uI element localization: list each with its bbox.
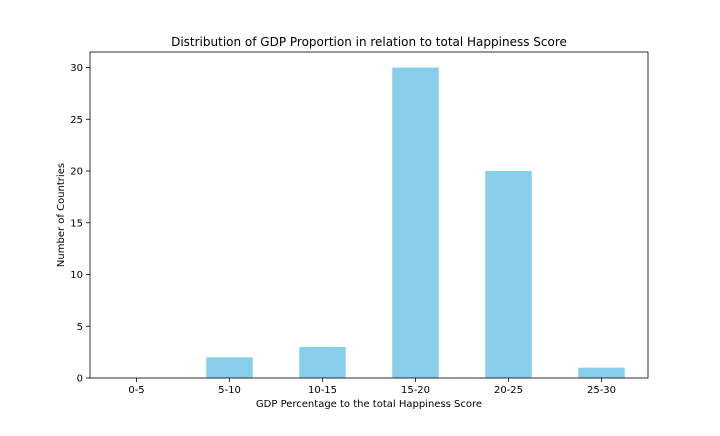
x-tick-label: 25-30 <box>587 385 616 396</box>
y-axis-label: Number of Countries <box>56 163 67 267</box>
y-tick-label: 15 <box>70 218 83 229</box>
bar-15-20 <box>392 67 439 379</box>
x-tick-label: 5-10 <box>218 385 241 396</box>
y-tick-label: 10 <box>70 270 83 281</box>
y-tick-label: 0 <box>77 374 83 385</box>
y-tick-label: 20 <box>70 167 83 178</box>
x-axis-ticks: 0-5 5-10 10-15 15-20 20-25 25-30 <box>128 378 616 396</box>
bar-20-25 <box>485 171 532 378</box>
x-tick-label: 15-20 <box>401 385 430 396</box>
y-tick-label: 30 <box>70 63 83 74</box>
y-tick-label: 5 <box>77 322 83 333</box>
x-tick-label: 10-15 <box>308 385 337 396</box>
chart-title: Distribution of GDP Proportion in relati… <box>171 35 567 49</box>
y-axis-ticks: 0 5 10 15 20 25 30 <box>70 63 90 385</box>
x-tick-label: 20-25 <box>494 385 523 396</box>
bars-group <box>206 67 625 379</box>
bar-25-30 <box>578 367 625 378</box>
x-axis-label: GDP Percentage to the total Happiness Sc… <box>256 399 482 410</box>
bar-10-15 <box>299 346 346 378</box>
y-tick-label: 25 <box>70 115 83 126</box>
bar-5-10 <box>206 357 253 378</box>
plot-frame <box>89 51 649 379</box>
x-tick-label: 0-5 <box>128 385 144 396</box>
